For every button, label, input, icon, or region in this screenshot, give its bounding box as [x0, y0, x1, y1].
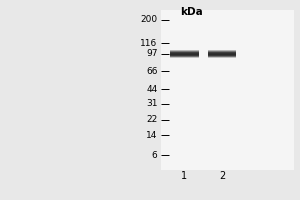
Text: 22: 22	[146, 116, 158, 124]
Text: 31: 31	[146, 99, 158, 108]
Bar	[170, 51, 199, 52]
Bar	[170, 53, 199, 54]
Bar	[170, 50, 199, 51]
Bar	[170, 56, 199, 57]
Bar	[170, 53, 199, 54]
Bar	[208, 53, 236, 54]
Bar	[170, 56, 199, 57]
Bar	[208, 55, 236, 56]
Bar	[208, 50, 236, 51]
Text: 1: 1	[182, 171, 188, 181]
Bar	[170, 54, 199, 55]
Text: 66: 66	[146, 66, 158, 75]
Bar	[208, 56, 236, 57]
Bar	[170, 57, 199, 58]
Text: 200: 200	[140, 16, 158, 24]
Text: 14: 14	[146, 131, 158, 140]
Bar	[208, 54, 236, 55]
Text: 6: 6	[152, 151, 158, 160]
Text: 44: 44	[146, 85, 158, 94]
Bar	[170, 52, 199, 53]
Bar	[170, 55, 199, 56]
Bar	[208, 57, 236, 58]
Bar	[208, 56, 236, 57]
Bar	[170, 56, 199, 57]
Bar	[170, 55, 199, 56]
Bar	[170, 57, 199, 58]
Bar	[208, 50, 236, 51]
Bar	[170, 52, 199, 53]
Bar	[208, 56, 236, 57]
Text: kDa: kDa	[180, 7, 203, 17]
Bar	[208, 55, 236, 56]
Bar	[208, 53, 236, 54]
Bar	[160, 10, 294, 170]
Bar	[208, 55, 236, 56]
Bar	[170, 54, 199, 55]
Text: 97: 97	[146, 49, 158, 58]
Bar	[208, 52, 236, 53]
Text: 2: 2	[219, 171, 225, 181]
Bar	[208, 57, 236, 58]
Bar	[208, 52, 236, 53]
Bar	[208, 54, 236, 55]
Bar	[208, 54, 236, 55]
Bar	[170, 55, 199, 56]
Bar	[170, 51, 199, 52]
Text: 116: 116	[140, 38, 158, 47]
Bar	[208, 51, 236, 52]
Bar	[208, 51, 236, 52]
Bar	[170, 50, 199, 51]
Bar	[170, 54, 199, 55]
